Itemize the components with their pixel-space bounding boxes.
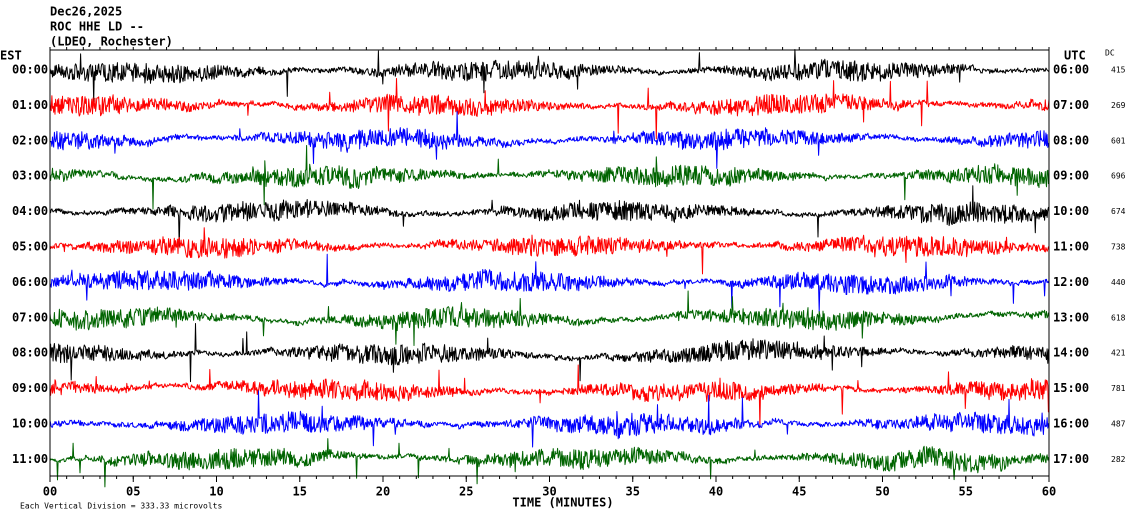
dc-value: 601 [1111, 136, 1126, 145]
est-label: 11:00 [12, 452, 48, 466]
x-tick-label: 10 [209, 485, 223, 499]
dc-value: 282 [1111, 455, 1126, 464]
x-tick-label: 35 [626, 485, 640, 499]
trace [49, 390, 1050, 448]
x-tick-label: 00 [43, 485, 57, 499]
utc-label: 08:00 [1053, 133, 1089, 147]
utc-label: 14:00 [1053, 346, 1089, 360]
utc-label: 15:00 [1053, 381, 1089, 395]
footnote: Each Vertical Division = 333.33 microvol… [20, 502, 222, 511]
est-label: 04:00 [12, 204, 48, 218]
dc-value: 618 [1111, 313, 1126, 322]
right-axis-label: UTC [1064, 49, 1086, 63]
trace [49, 49, 1049, 103]
trace [49, 111, 1050, 169]
trace [49, 227, 1050, 275]
est-label: 06:00 [12, 275, 48, 289]
dc-value: 269 [1111, 101, 1126, 110]
est-label: 00:00 [12, 63, 48, 77]
x-tick-label: 50 [875, 485, 889, 499]
left-axis-label: EST [0, 49, 22, 63]
traces [49, 49, 1050, 488]
network: (LDEO, Rochester) [50, 35, 173, 49]
trace [49, 78, 1050, 140]
trace [49, 323, 1050, 383]
utc-label: 17:00 [1053, 452, 1089, 466]
trace [49, 253, 1050, 313]
est-label: 05:00 [12, 240, 48, 254]
dc-value: 781 [1111, 384, 1126, 393]
dc-value: 738 [1111, 243, 1126, 252]
dc-value: 487 [1111, 420, 1126, 429]
x-axis-label: TIME (MINUTES) [512, 496, 613, 510]
trace [49, 364, 1050, 428]
dc-value: 421 [1111, 349, 1126, 358]
est-label: 02:00 [12, 133, 48, 147]
est-label: 10:00 [12, 417, 48, 431]
utc-label: 10:00 [1053, 204, 1089, 218]
est-label: 09:00 [12, 381, 48, 395]
x-tick-label: 20 [376, 485, 390, 499]
dc-value: 415 [1111, 66, 1126, 75]
x-tick-label: 45 [792, 485, 806, 499]
x-tick-label: 30 [542, 485, 556, 499]
dc-value: 440 [1111, 278, 1126, 287]
x-tick-label: 60 [1042, 485, 1056, 499]
dc-value: 674 [1111, 207, 1126, 216]
est-label: 08:00 [12, 346, 48, 360]
est-label: 01:00 [12, 98, 48, 112]
utc-label: 07:00 [1053, 98, 1089, 112]
utc-label: 12:00 [1053, 275, 1089, 289]
est-label: 07:00 [12, 310, 48, 324]
x-tick-label: 55 [959, 485, 973, 499]
x-tick-label: 15 [293, 485, 307, 499]
utc-label: 11:00 [1053, 240, 1089, 254]
x-tick-label: 40 [709, 485, 723, 499]
trace [49, 185, 1050, 247]
est-label: 03:00 [12, 169, 48, 183]
plot-frame [49, 49, 1050, 477]
utc-label: 13:00 [1053, 310, 1089, 324]
trace [49, 145, 1050, 210]
dc-value: 696 [1111, 172, 1126, 181]
utc-label: 16:00 [1053, 417, 1089, 431]
utc-label: 06:00 [1053, 63, 1089, 77]
station: ROC HHE LD -- [50, 20, 144, 34]
x-tick-label: 25 [459, 485, 473, 499]
chart-title: Dec26,2025 [50, 5, 122, 19]
utc-label: 09:00 [1053, 169, 1089, 183]
x-tick-label: 05 [126, 485, 140, 499]
dc-label: DC [1105, 49, 1115, 58]
trace [49, 438, 1050, 488]
trace [49, 290, 1050, 346]
